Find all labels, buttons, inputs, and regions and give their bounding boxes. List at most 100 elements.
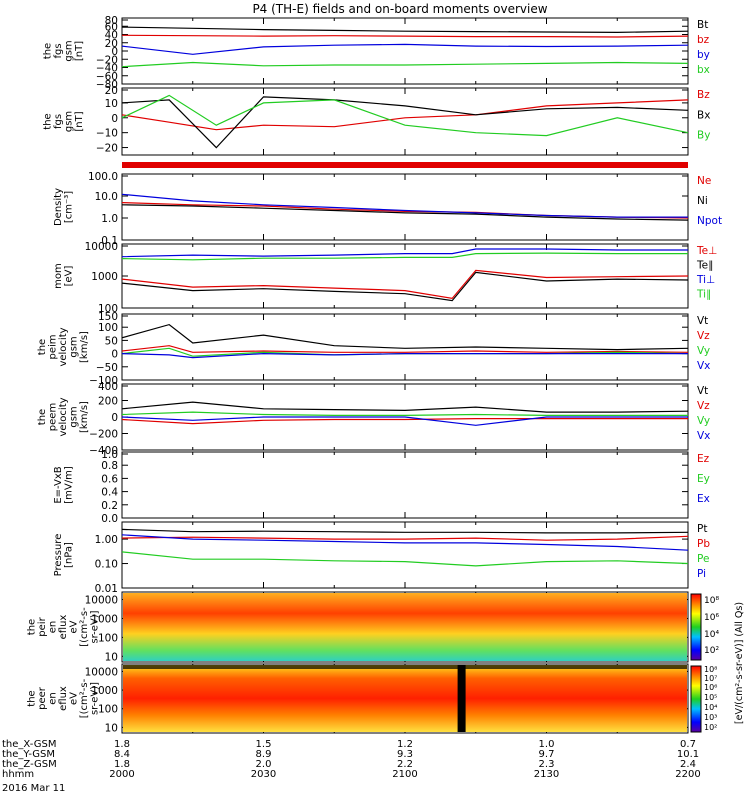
y-tick-label: −200 bbox=[89, 429, 118, 441]
panel-4: 10000 1000 100 mom [eV] Te⊥ Te∥ Ti⊥ Ti∥ bbox=[53, 241, 718, 315]
series-line-Pt bbox=[122, 528, 688, 534]
y-axis-label: fgs bbox=[53, 43, 64, 58]
colorbar-tick: 10⁶ bbox=[704, 683, 717, 692]
legend-Vt: Vt bbox=[697, 385, 708, 397]
y-axis-label: the bbox=[27, 690, 38, 706]
legend-Bx: Bx bbox=[697, 109, 710, 121]
panel-7: 1.00.80.6 0.40.20.0 E=-VxB [mV/m] Ez Ey Ex bbox=[53, 449, 710, 525]
y-tick-label: −50 bbox=[96, 362, 118, 374]
legend-bz: bz bbox=[697, 34, 710, 46]
y-axis-label: [nT] bbox=[74, 111, 85, 131]
y-tick-label: 1000 bbox=[91, 685, 118, 697]
footer-date: 2016 Mar 11 bbox=[2, 783, 65, 794]
y-axis-label: gsm bbox=[69, 406, 80, 427]
legend-Vx: Vx bbox=[697, 360, 710, 372]
colorbar-tick: 10⁸ bbox=[704, 596, 719, 606]
colorbar-tick: 10⁸ bbox=[704, 665, 717, 674]
series-line-Vz bbox=[122, 345, 688, 353]
legend-Vx: Vx bbox=[697, 430, 710, 442]
y-axis-label: the bbox=[37, 339, 48, 355]
legend-Ti⊥: Ti⊥ bbox=[696, 274, 715, 286]
legend-Pt: Pt bbox=[697, 523, 707, 535]
series-line-Ti∥ bbox=[122, 252, 688, 261]
status-bar bbox=[122, 162, 688, 168]
y-tick-label: 0.8 bbox=[101, 460, 118, 472]
legend-Te⊥: Te⊥ bbox=[696, 245, 717, 257]
legend-Bz: Bz bbox=[697, 89, 710, 101]
y-tick-label: −80 bbox=[96, 79, 118, 91]
y-axis-label: [(cm²-s- bbox=[79, 607, 90, 647]
footer-row-label: the_Z-GSM bbox=[2, 759, 57, 770]
panel-10: 10000 1000 100 10 the peer en eflux eV [(cm²-s-sr… bbox=[27, 663, 689, 734]
y-tick-label: 150 bbox=[98, 311, 118, 323]
footer-value: 1.5 bbox=[256, 739, 272, 750]
y-axis-label: the bbox=[42, 113, 53, 129]
panel-3: 100.0 10.0 1.0 0.1 Density [cm⁻³] Ne Ni Npot bbox=[53, 171, 722, 247]
y-axis-label: [cm⁻³] bbox=[63, 191, 74, 223]
y-tick-label: 20 bbox=[105, 38, 118, 50]
y-tick-label: 0.6 bbox=[101, 473, 118, 485]
y-tick-label: 0.1 bbox=[101, 235, 118, 247]
y-axis-label: velocity bbox=[58, 397, 69, 436]
y-tick-label: 0 bbox=[111, 113, 118, 125]
y-axis-label: E=-VxB bbox=[53, 466, 64, 503]
y-tick-label: 40 bbox=[105, 30, 118, 42]
y-axis-label: [eV] bbox=[63, 266, 74, 287]
y-axis-label: gsm bbox=[63, 111, 74, 132]
y-tick-label: 100 bbox=[98, 704, 118, 716]
footer-value: 9.7 bbox=[539, 749, 555, 760]
y-axis-label: Density bbox=[53, 188, 64, 226]
y-axis-label: mom bbox=[53, 263, 64, 289]
series-line-by bbox=[122, 43, 688, 55]
colorbar-tick: 10⁴ bbox=[704, 703, 717, 712]
colorbar-tick: 10² bbox=[704, 646, 719, 656]
legend-Ex: Ex bbox=[697, 493, 710, 505]
series-line-Vt bbox=[122, 401, 688, 413]
series-line-Vy bbox=[122, 411, 688, 416]
footer: the_X-GSM 1.8 1.5 1.2 1.0 0.7 the_Y-GSM 8.4 8.9 9… bbox=[2, 739, 701, 794]
y-axis-label: eflux bbox=[58, 686, 69, 711]
y-tick-label: 0.2 bbox=[101, 500, 118, 512]
y-tick-label: 0.4 bbox=[101, 487, 118, 499]
colorbar-tick: 10⁴ bbox=[704, 630, 719, 640]
y-tick-label: 0 bbox=[111, 46, 118, 58]
legend-Bt: Bt bbox=[697, 19, 708, 31]
footer-value: 2.2 bbox=[397, 759, 413, 770]
y-axis-label: peim bbox=[48, 334, 59, 359]
footer-row-label: the_X-GSM bbox=[2, 739, 56, 750]
legend-Ti∥: Ti∥ bbox=[696, 289, 711, 301]
y-axis-label: peem bbox=[48, 403, 59, 431]
y-axis-label: velocity bbox=[58, 327, 69, 366]
y-tick-label: 0.0 bbox=[101, 513, 118, 525]
series-line-Bx bbox=[122, 96, 688, 149]
footer-value: 2130 bbox=[534, 769, 559, 780]
legend-Te∥: Te∥ bbox=[696, 260, 713, 272]
series-line-bz bbox=[122, 34, 688, 38]
legend-Pb: Pb bbox=[697, 538, 710, 550]
series-line-Pb bbox=[122, 535, 688, 541]
y-tick-label: 200 bbox=[98, 396, 118, 408]
y-tick-label: 0 bbox=[111, 412, 118, 424]
y-axis-label: sr-eV)] bbox=[90, 682, 101, 715]
footer-value: 1.0 bbox=[539, 739, 555, 750]
footer-value: 2.3 bbox=[539, 759, 555, 770]
colorbars: 10⁸10⁶10⁴10²10⁸10⁷10⁶10⁵10⁴10³10²[eV/(cm… bbox=[690, 593, 745, 733]
y-tick-label: 10000 bbox=[85, 241, 118, 253]
legend-Vt: Vt bbox=[697, 315, 708, 327]
footer-value: 9.3 bbox=[397, 749, 413, 760]
spectrogram bbox=[123, 593, 687, 661]
y-tick-label: 100.0 bbox=[88, 171, 118, 183]
footer-value: 1.8 bbox=[114, 759, 130, 770]
colorbar-tick: 10⁶ bbox=[704, 613, 719, 623]
data-gap bbox=[457, 665, 466, 732]
panel-frame bbox=[121, 451, 689, 519]
series-line-Pe bbox=[122, 551, 688, 567]
y-axis-label: gsm bbox=[69, 336, 80, 357]
footer-value: 2000 bbox=[109, 769, 134, 780]
legend-Pe: Pe bbox=[697, 553, 709, 565]
y-tick-label: 10 bbox=[105, 722, 118, 734]
y-axis-label: Pressure bbox=[53, 534, 64, 577]
